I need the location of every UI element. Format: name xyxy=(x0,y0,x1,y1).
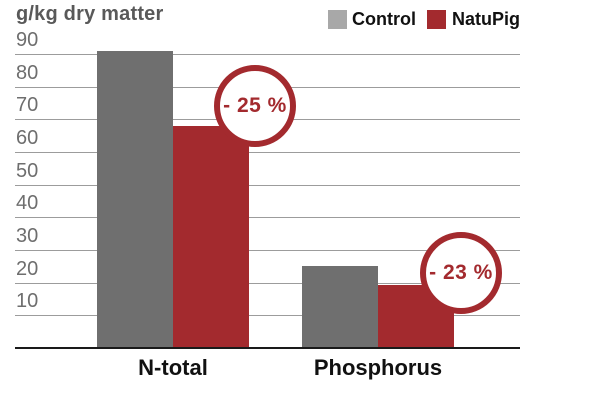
y-axis-tick-60: 60 xyxy=(16,126,39,149)
gridline-60 xyxy=(15,151,520,153)
x-axis-label-phosphorus: Phosphorus xyxy=(313,355,443,380)
x-axis-label-n-total: N-total xyxy=(138,355,208,380)
legend-label-natupig: NatuPig xyxy=(452,9,521,29)
gridline-50 xyxy=(15,184,520,186)
y-axis-tick-90: 90 xyxy=(16,28,39,51)
gridline-40 xyxy=(15,217,520,219)
reduction-badge-n-total: - 25 % xyxy=(214,65,296,147)
gridline-20 xyxy=(15,282,520,284)
x-axis-line xyxy=(15,347,520,349)
bar-control-n-total xyxy=(97,50,173,348)
chart-title: g/kg dry matter xyxy=(16,3,164,25)
bar-control-phosphorus xyxy=(302,266,378,348)
y-axis-tick-20: 20 xyxy=(16,257,39,280)
legend-label-control: Control xyxy=(352,9,416,29)
bar-natupig-n-total xyxy=(173,125,249,348)
y-axis-tick-10: 10 xyxy=(16,290,39,313)
y-axis-tick-30: 30 xyxy=(16,224,39,247)
legend-swatch-control xyxy=(328,10,347,29)
y-axis-tick-50: 50 xyxy=(16,159,39,182)
legend-swatch-natupig xyxy=(427,10,446,29)
gridline-10 xyxy=(15,315,520,317)
reduction-badge-phosphorus: - 23 % xyxy=(420,232,502,314)
y-axis-tick-40: 40 xyxy=(16,192,39,215)
gridline-90 xyxy=(15,53,520,55)
gridline-30 xyxy=(15,249,520,251)
y-axis-tick-70: 70 xyxy=(16,94,39,117)
y-axis-tick-80: 80 xyxy=(16,61,39,84)
